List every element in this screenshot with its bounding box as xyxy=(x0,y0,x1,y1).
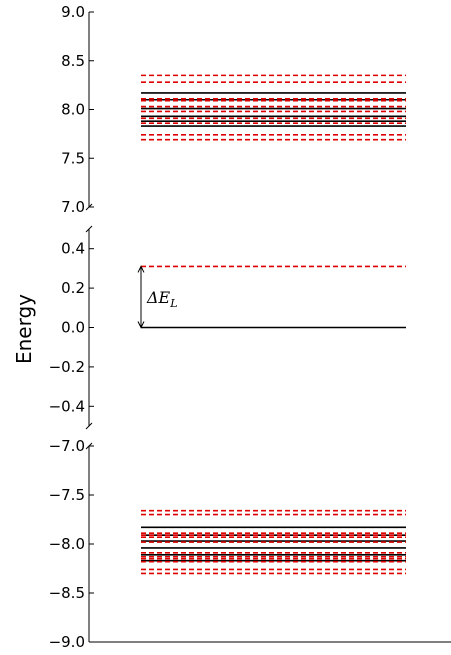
delta-arrow-head-bottom xyxy=(137,321,145,329)
upper-tick-label: 7.0 xyxy=(61,198,85,216)
lower-tick-label: −7.0 xyxy=(49,437,85,455)
middle-tick-label: 0.4 xyxy=(61,240,85,258)
lower-tick-label: −9.0 xyxy=(49,633,85,651)
lower-tick-label: −8.5 xyxy=(49,584,85,602)
middle-tick-label: −0.2 xyxy=(49,358,85,376)
lower-tick-label: −7.5 xyxy=(49,486,85,504)
delta-e-label-subscript: L xyxy=(169,297,177,310)
delta-e-label: ΔEL xyxy=(146,288,178,310)
upper-tick-label: 7.5 xyxy=(61,149,85,167)
upper-tick-label: 9.0 xyxy=(61,3,85,21)
delta-arrow-head-top xyxy=(137,265,145,273)
middle-tick-label: −0.4 xyxy=(49,397,85,415)
upper-tick-label: 8.5 xyxy=(61,52,85,70)
axis-break-mark xyxy=(85,203,93,211)
axis-break-mark xyxy=(85,442,93,450)
delta-e-label-main: ΔE xyxy=(146,288,171,307)
axis-break-mark xyxy=(85,422,93,430)
axis-break-mark xyxy=(85,225,93,233)
lower-tick-label: −8.0 xyxy=(49,535,85,553)
middle-tick-label: 0.2 xyxy=(61,279,85,297)
middle-tick-label: 0.0 xyxy=(61,319,85,337)
y-axis-label: Energy xyxy=(12,294,36,364)
upper-tick-label: 8.0 xyxy=(61,101,85,119)
